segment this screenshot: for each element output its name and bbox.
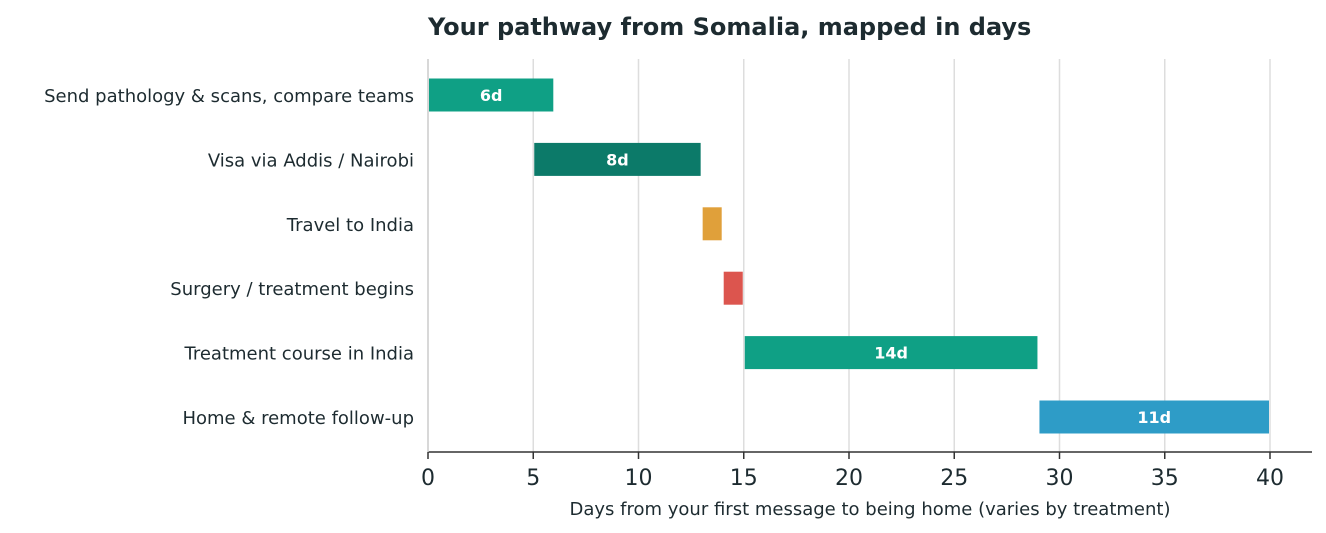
task-label: Surgery / treatment begins bbox=[170, 279, 414, 300]
x-tick-label: 40 bbox=[1256, 466, 1284, 491]
bar-duration-label: 6d bbox=[480, 86, 503, 105]
task-label: Treatment course in India bbox=[183, 344, 414, 365]
task-label: Travel to India bbox=[286, 215, 414, 236]
task-bar bbox=[1039, 400, 1269, 434]
task-label: Visa via Addis / Nairobi bbox=[208, 150, 414, 171]
x-tick-label: 25 bbox=[940, 466, 968, 491]
x-tick-label: 15 bbox=[730, 466, 758, 491]
x-tick-label: 10 bbox=[625, 466, 653, 491]
x-ticks: 0 5 10 15 20 25 30 35 40 bbox=[421, 452, 1284, 491]
bar-duration-label: 8d bbox=[606, 150, 629, 169]
task-bar bbox=[744, 336, 1038, 370]
bar-duration-label: 14d bbox=[874, 344, 908, 363]
x-tick-label: 30 bbox=[1046, 466, 1074, 491]
gridlines bbox=[532, 59, 1271, 452]
x-axis-label: Days from your first message to being ho… bbox=[570, 499, 1171, 520]
category-labels: Send pathology & scans, compare teams Vis… bbox=[44, 86, 414, 429]
bar-duration-label: 11d bbox=[1137, 408, 1171, 427]
task-bar bbox=[702, 207, 722, 241]
bars: 6d 8d 14d 11d bbox=[429, 78, 1269, 434]
task-bar bbox=[534, 142, 701, 176]
task-label: Send pathology & scans, compare teams bbox=[44, 86, 414, 107]
chart-title: Your pathway from Somalia, mapped in day… bbox=[427, 13, 1031, 41]
x-tick-label: 0 bbox=[421, 466, 435, 491]
x-tick-label: 20 bbox=[835, 466, 863, 491]
task-bar bbox=[429, 78, 554, 112]
task-bar bbox=[723, 271, 743, 305]
task-label: Home & remote follow-up bbox=[182, 408, 414, 429]
x-tick-label: 35 bbox=[1151, 466, 1179, 491]
x-tick-label: 5 bbox=[526, 466, 540, 491]
